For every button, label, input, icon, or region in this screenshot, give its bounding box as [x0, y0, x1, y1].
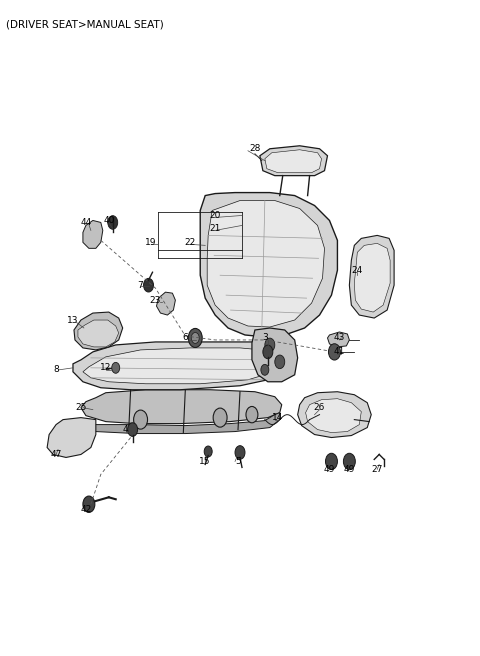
Polygon shape: [265, 150, 322, 173]
Polygon shape: [200, 193, 337, 337]
Text: 12: 12: [100, 363, 111, 373]
Circle shape: [246, 407, 258, 423]
Text: 47: 47: [50, 450, 62, 459]
Circle shape: [144, 278, 154, 292]
Text: 43: 43: [334, 333, 345, 342]
Polygon shape: [260, 146, 327, 176]
Polygon shape: [156, 292, 175, 315]
Circle shape: [192, 333, 199, 343]
Polygon shape: [354, 243, 390, 312]
Polygon shape: [306, 399, 361, 432]
Circle shape: [188, 329, 202, 348]
Circle shape: [213, 408, 227, 427]
Text: 14: 14: [272, 413, 284, 422]
Circle shape: [343, 453, 355, 470]
Text: 8: 8: [53, 365, 59, 375]
Circle shape: [275, 355, 285, 369]
Circle shape: [328, 344, 340, 360]
Circle shape: [83, 496, 95, 512]
Text: 41: 41: [334, 348, 345, 356]
Circle shape: [263, 345, 273, 359]
Circle shape: [112, 362, 120, 373]
Text: (DRIVER SEAT>MANUAL SEAT): (DRIVER SEAT>MANUAL SEAT): [6, 19, 164, 30]
Text: 22: 22: [185, 238, 196, 247]
Circle shape: [265, 338, 275, 352]
Text: 7: 7: [138, 281, 144, 290]
Text: 49: 49: [324, 465, 335, 474]
Circle shape: [204, 446, 212, 457]
Text: 27: 27: [372, 465, 383, 474]
Text: 21: 21: [209, 224, 221, 233]
Text: 26: 26: [314, 403, 325, 412]
Circle shape: [235, 445, 245, 459]
Circle shape: [133, 410, 147, 429]
Polygon shape: [78, 320, 119, 347]
Text: 40: 40: [103, 216, 114, 225]
Text: 23: 23: [150, 296, 161, 304]
Text: 25: 25: [75, 403, 86, 412]
Text: 4: 4: [123, 425, 129, 434]
Text: 15: 15: [200, 457, 211, 466]
Circle shape: [128, 422, 138, 436]
Polygon shape: [81, 390, 282, 424]
Polygon shape: [81, 413, 280, 434]
Text: 5: 5: [235, 457, 241, 466]
Circle shape: [261, 364, 269, 375]
Text: 44: 44: [80, 218, 92, 227]
Text: 49: 49: [344, 465, 355, 474]
Text: 3: 3: [262, 333, 268, 342]
Polygon shape: [83, 348, 275, 384]
Text: 28: 28: [249, 144, 261, 154]
Polygon shape: [207, 201, 324, 327]
Text: 6: 6: [182, 333, 188, 342]
Text: 13: 13: [67, 316, 79, 325]
Text: 20: 20: [209, 211, 221, 220]
Text: 19: 19: [145, 238, 156, 247]
Circle shape: [325, 453, 337, 470]
Polygon shape: [327, 332, 349, 347]
Polygon shape: [83, 220, 103, 249]
Polygon shape: [252, 328, 298, 382]
Polygon shape: [298, 392, 371, 438]
Polygon shape: [349, 236, 394, 318]
Text: 24: 24: [352, 266, 363, 275]
Polygon shape: [73, 342, 290, 390]
Polygon shape: [47, 418, 96, 457]
Circle shape: [108, 216, 118, 229]
Text: 42: 42: [80, 504, 92, 514]
Polygon shape: [74, 312, 123, 350]
